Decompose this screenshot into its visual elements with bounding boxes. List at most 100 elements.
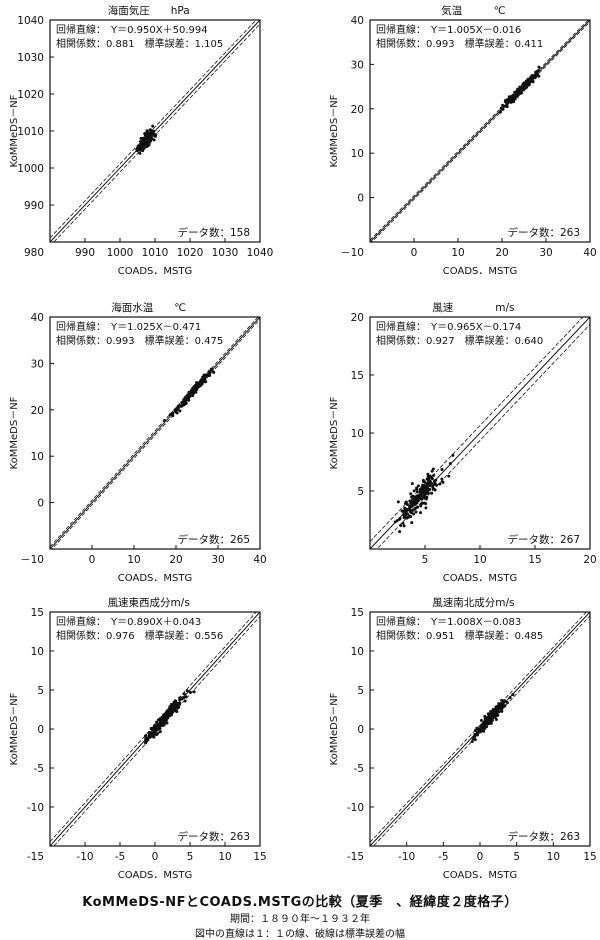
data-point (441, 480, 445, 484)
data-point (182, 692, 186, 696)
data-points (163, 367, 216, 422)
y-tick-label: -10 (347, 802, 364, 814)
data-point (421, 483, 425, 487)
data-count: データ数：265 (177, 533, 250, 546)
data-point (158, 730, 162, 734)
data-point (502, 699, 506, 703)
data-point (402, 524, 406, 528)
data-point (162, 723, 166, 727)
data-point (177, 404, 181, 408)
data-point (204, 374, 208, 378)
data-point (531, 75, 535, 79)
x-axis-label: COADS．MSTG (443, 266, 517, 277)
data-point (156, 731, 160, 735)
data-point (151, 130, 155, 134)
y-tick-label: 15 (351, 607, 364, 619)
y-tick-label: 40 (351, 15, 364, 27)
data-point (152, 138, 156, 142)
data-point (402, 516, 406, 520)
data-point (513, 95, 517, 99)
data-point (171, 412, 175, 416)
data-point (172, 702, 176, 706)
data-point (148, 128, 152, 132)
data-point (499, 106, 503, 110)
panel-title: 海面水温 ℃ (111, 301, 186, 314)
data-points (470, 693, 515, 744)
data-point (435, 483, 439, 487)
x-axis-label: COADS．MSTG (118, 266, 192, 277)
y-axis-label: KoMMeDS－NF (329, 692, 340, 765)
data-point (524, 82, 528, 86)
x-tick-label: 5 (187, 851, 194, 863)
data-point (163, 418, 167, 422)
data-point (494, 718, 498, 722)
x-tick-label: 5 (422, 554, 429, 566)
data-point (207, 370, 211, 374)
y-tick-label: 10 (31, 451, 44, 463)
data-point (188, 690, 192, 694)
y-tick-label: 15 (351, 370, 364, 382)
data-point (154, 133, 158, 137)
data-point (403, 501, 407, 505)
data-point (203, 377, 207, 381)
scatter-panel-2: 気温 ℃ 0 10 20 30 40 0 10 20 30 40 －10 COADS．MSTG KoMMe… (329, 4, 597, 277)
correlation-stats: 相関係数：0.881 標準誤差：1.105 (56, 37, 223, 50)
data-point (426, 481, 430, 485)
data-point (401, 521, 405, 525)
data-point (470, 740, 474, 744)
data-point (210, 368, 214, 372)
x-tick-label: 40 (253, 554, 266, 566)
data-count: データ数：263 (177, 830, 250, 843)
data-point (411, 494, 415, 498)
data-point (505, 103, 509, 107)
panel-title: 風速 m/s (432, 302, 514, 314)
scatter-panel-3: 海面水温 ℃ 0 10 20 30 40 0 10 20 30 40 －10 COADS．MSTG KoM… (9, 301, 267, 584)
data-point (158, 723, 162, 727)
data-point (149, 133, 153, 137)
data-point (144, 132, 148, 136)
x-tick-label: 0 (411, 247, 418, 259)
data-point (144, 736, 148, 740)
data-point (172, 704, 176, 708)
data-point (495, 704, 499, 708)
regression-equation: 回帰直線： Y＝1.025X－0.471 (56, 320, 201, 333)
panel-title: 風速南北成分m/s (432, 596, 514, 609)
data-point (140, 146, 144, 150)
data-point (500, 698, 504, 702)
data-point (473, 738, 477, 742)
data-point (514, 92, 518, 96)
data-point (407, 515, 411, 519)
data-point (156, 718, 160, 722)
data-point (426, 472, 430, 476)
x-tick-label: 30 (539, 247, 552, 259)
x-tick-label: 15 (253, 851, 266, 863)
scatter-panel-1: 海面気圧 hPa 990 1000 1010 1020 1030 1040 990 1000 10… (9, 4, 273, 277)
x-tick-label: 1020 (177, 247, 204, 259)
data-point (393, 520, 397, 524)
data-point (415, 494, 419, 498)
data-point (421, 501, 425, 505)
panel-title: 風速東西成分m/s (108, 596, 190, 609)
data-point (144, 135, 148, 139)
data-point (529, 79, 533, 83)
correlation-stats: 相関係数：0.951 標準誤差：0.485 (376, 629, 543, 642)
data-point (482, 726, 486, 730)
scatter-panel-6: 風速南北成分m/s -10 -5 0 5 10 15 -10 -5 0 5 10 15 -15 COADS．… (329, 596, 597, 881)
data-point (479, 718, 483, 722)
y-tick-label: 10 (351, 428, 364, 440)
data-point (414, 510, 418, 514)
plot-frame (49, 316, 261, 550)
data-point (503, 100, 507, 104)
x-tick-label: 1010 (142, 247, 169, 259)
y-axis-label: KoMMeDS－NF (329, 94, 340, 167)
y-tick-label: 1030 (17, 52, 44, 64)
data-point (480, 727, 484, 731)
corner-tick-label: －10 (20, 554, 44, 566)
correlation-stats: 相関係数：0.993 標準誤差：0.411 (376, 37, 543, 50)
x-axis-label: COADS．MSTG (443, 870, 517, 881)
y-axis-label: KoMMeDS－NF (9, 94, 20, 167)
y-tick-label: 0 (357, 724, 364, 736)
x-tick-label: -10 (398, 851, 415, 863)
plot-frame (369, 19, 591, 243)
data-point (440, 477, 444, 481)
